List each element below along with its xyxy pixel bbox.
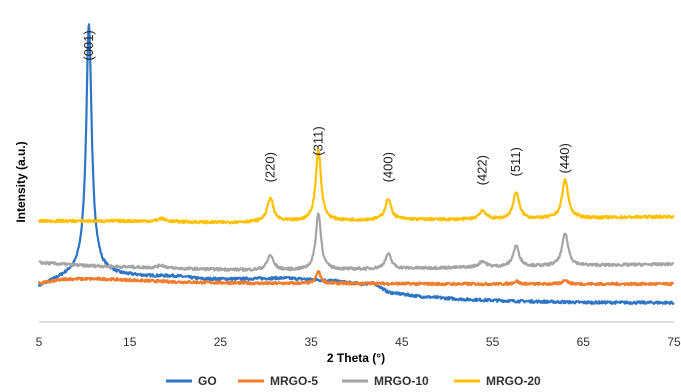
- y-axis-title: Intensity (a.u.): [14, 141, 28, 222]
- legend-item-mrgo-5: MRGO-5: [238, 374, 318, 388]
- legend-item-go: GO: [166, 374, 217, 388]
- peak-label-2: (311): [310, 126, 325, 155]
- legend-label: GO: [198, 374, 217, 388]
- peak-label-0: (001): [81, 30, 96, 60]
- legend-label: MRGO-5: [270, 374, 318, 388]
- peak-label-4: (422): [475, 155, 490, 185]
- x-tick-label-0: 5: [36, 335, 43, 349]
- peak-label-5: (511): [508, 147, 523, 176]
- x-tick-label-2: 25: [214, 335, 228, 349]
- series-line-mrgo-5: [37, 269, 675, 287]
- x-tick-label-6: 65: [577, 335, 591, 349]
- legend: GO MRGO-5 MRGO-10 MRGO-20: [166, 374, 541, 388]
- x-axis-title: 2 Theta (°): [327, 351, 385, 365]
- legend-label: MRGO-20: [486, 374, 541, 388]
- legend-label: MRGO-10: [374, 374, 429, 388]
- series-line-mrgo-10: [38, 212, 675, 272]
- x-tick-label-1: 15: [123, 335, 137, 349]
- peak-label-1: (220): [262, 152, 277, 182]
- x-tick-label-7: 75: [667, 335, 681, 349]
- peak-label-3: (400): [380, 152, 395, 182]
- x-tick-label-5: 55: [486, 335, 500, 349]
- legend-item-mrgo-20: MRGO-20: [454, 374, 541, 388]
- legend-item-mrgo-10: MRGO-10: [342, 374, 429, 388]
- x-tick-label-3: 35: [304, 335, 318, 349]
- peak-label-6: (440): [557, 143, 572, 173]
- plot-area: (001) (220) (311) (400) (422) (511) (440) 5 15 2…: [36, 23, 681, 349]
- series-line-mrgo-20: [37, 147, 675, 225]
- x-tick-label-4: 45: [395, 335, 409, 349]
